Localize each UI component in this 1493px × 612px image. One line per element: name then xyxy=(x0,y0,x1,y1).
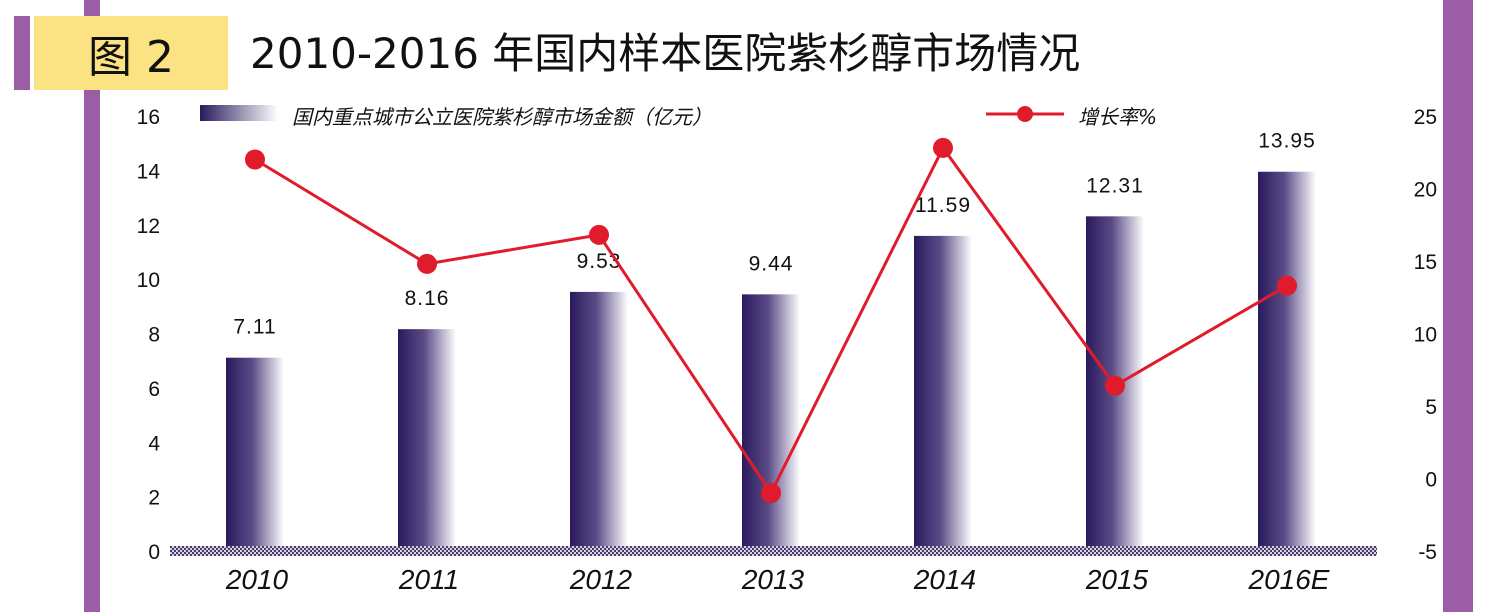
bar-value-label-2016E: 13.95 xyxy=(1258,130,1316,153)
bar-value-label-2013: 9.44 xyxy=(749,252,794,275)
growth-point-2012 xyxy=(589,224,609,245)
bar-2014 xyxy=(914,235,972,551)
left-frame-bar xyxy=(84,0,100,612)
bar-value-label-2010: 7.11 xyxy=(233,316,276,339)
growth-point-2010 xyxy=(245,149,265,170)
bar-2016E xyxy=(1258,171,1316,551)
bar-2012 xyxy=(570,291,628,551)
bar-value-label-2014: 11.59 xyxy=(915,194,971,217)
category-label-2016E: 2016E xyxy=(1248,564,1330,595)
x-axis-baseline xyxy=(170,546,1377,556)
bar-2011 xyxy=(398,329,456,551)
title-accent-bar xyxy=(14,16,30,90)
growth-point-2014 xyxy=(933,137,953,158)
legend-bar-swatch xyxy=(200,105,278,121)
left-axis-tick-3: 6 xyxy=(148,378,160,401)
right-axis-tick-5: 20 xyxy=(1414,179,1437,202)
category-label-2011: 2011 xyxy=(398,564,459,595)
bar-2013 xyxy=(742,294,800,551)
category-label-2014: 2014 xyxy=(913,564,976,595)
right-axis-tick-0: -5 xyxy=(1418,541,1437,564)
left-axis-tick-7: 14 xyxy=(137,160,161,183)
bar-value-label-2011: 8.16 xyxy=(405,287,450,310)
bar-2010 xyxy=(226,357,284,551)
legend-line-marker xyxy=(1017,106,1033,122)
legend: 国内重点城市公立医院紫杉醇市场金额（亿元） 增长率% xyxy=(200,105,1157,129)
category-labels: 2010 2011 2012 2013 2014 2015 2016E xyxy=(225,564,1330,595)
growth-line-series xyxy=(245,137,1297,503)
left-axis-tick-0: 0 xyxy=(148,541,160,564)
growth-point-2011 xyxy=(417,253,437,274)
left-axis-tick-8: 16 xyxy=(137,106,160,129)
left-axis-tick-6: 12 xyxy=(137,215,160,238)
figure-label: 图 2 xyxy=(34,16,228,90)
legend-line-label: 增长率% xyxy=(1078,105,1157,129)
growth-point-2016E xyxy=(1277,275,1297,296)
category-label-2012: 2012 xyxy=(569,564,633,595)
left-axis-tick-1: 2 xyxy=(148,487,160,510)
right-axis-tick-1: 0 xyxy=(1425,469,1437,492)
right-axis-tick-3: 10 xyxy=(1414,324,1437,347)
right-axis-tick-6: 25 xyxy=(1414,106,1437,129)
left-axis-tick-5: 10 xyxy=(137,269,160,292)
bar-value-label-2015: 12.31 xyxy=(1086,174,1144,197)
category-label-2013: 2013 xyxy=(741,564,805,595)
category-label-2010: 2010 xyxy=(225,564,289,595)
growth-point-2015 xyxy=(1105,375,1125,396)
category-label-2015: 2015 xyxy=(1085,564,1149,595)
left-axis-tick-4: 8 xyxy=(148,324,160,347)
figure-title: 2010-2016 年国内样本医院紫杉醇市场情况 xyxy=(250,29,1081,78)
right-axis-tick-4: 15 xyxy=(1414,251,1437,274)
legend-bar-label: 国内重点城市公立医院紫杉醇市场金额（亿元） xyxy=(292,105,712,129)
bar-value-label-2012: 9.53 xyxy=(577,250,622,273)
right-axis: -5 0 5 10 15 20 25 xyxy=(1414,106,1437,564)
left-axis: 0 2 4 6 8 10 12 14 16 xyxy=(137,106,161,564)
bar-value-labels: 7.11 8.16 9.53 9.44 11.59 12.31 13.95 xyxy=(233,130,1316,339)
bar-series xyxy=(226,171,1316,551)
growth-point-2013 xyxy=(761,483,781,503)
left-axis-tick-2: 4 xyxy=(148,432,160,455)
right-axis-tick-2: 5 xyxy=(1425,396,1437,419)
right-frame-bar xyxy=(1443,0,1473,612)
